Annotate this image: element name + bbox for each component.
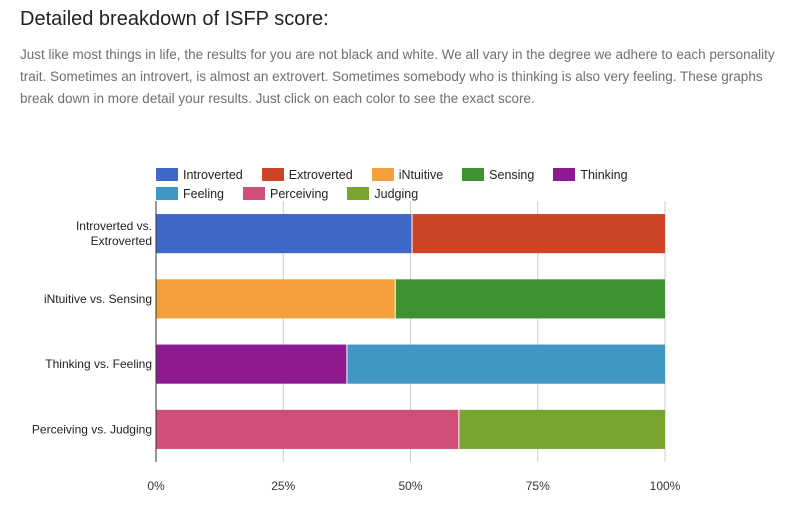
category-label: Thinking vs. Feeling [45,357,152,371]
bar-segment[interactable] [395,279,665,319]
bar-segment[interactable] [156,279,396,319]
bar-segment[interactable] [412,214,665,254]
legend-swatch [347,187,370,200]
legend-row: Feeling Perceiving Judging [156,184,676,203]
legend-label: Thinking [580,167,628,182]
legend-label: Introverted [183,167,243,182]
legend-item-intuitive[interactable]: iNtuitive [371,167,444,182]
legend-item-feeling[interactable]: Feeling [156,187,224,201]
legend-swatch [553,168,576,181]
legend-label: iNtuitive [398,167,444,182]
legend-item-perceiving[interactable]: Perceiving [243,187,328,201]
legend-swatch [371,168,394,181]
bar-segment[interactable] [156,214,413,254]
legend-item-extroverted[interactable]: Extroverted [261,167,353,182]
x-tick-label: 0% [147,479,165,493]
legend-item-sensing[interactable]: Sensing [462,168,534,182]
category-label: iNtuitive vs. Sensing [44,292,152,306]
legend-swatch [156,168,178,181]
legend-swatch [261,168,284,181]
legend-item-introverted[interactable]: Introverted [156,168,243,182]
x-tick-label: 50% [398,479,422,493]
legend-swatch [156,187,178,200]
legend-row: Introverted Extroverted iNtuitive Sensin… [156,165,676,184]
x-tick-label: 100% [650,479,681,493]
legend-item-thinking[interactable]: Thinking [553,167,628,182]
legend-label: Judging [374,186,419,201]
bar-segment[interactable] [458,409,665,449]
x-tick-label: 25% [271,479,295,493]
legend-label: Feeling [183,186,224,201]
chart-legend: Introverted Extroverted iNtuitive Sensin… [156,165,676,203]
x-tick-label: 75% [526,479,550,493]
intro-paragraph: Just like most things in life, the resul… [20,47,775,106]
legend-swatch [462,168,485,181]
category-label: Perceiving vs. Judging [32,422,152,436]
legend-swatch [243,187,265,200]
category-label: Introverted vs. Extroverted [76,219,152,248]
bar-segment[interactable] [156,344,347,384]
bar-segment[interactable] [346,344,665,384]
page-title: Detailed breakdown of ISFP score: [20,8,329,30]
legend-item-judging[interactable]: Judging [347,187,418,201]
legend-label: Sensing [489,167,535,182]
legend-label: Extroverted [288,167,353,182]
bar-segment[interactable] [156,409,459,449]
legend-label: Perceiving [270,186,329,201]
